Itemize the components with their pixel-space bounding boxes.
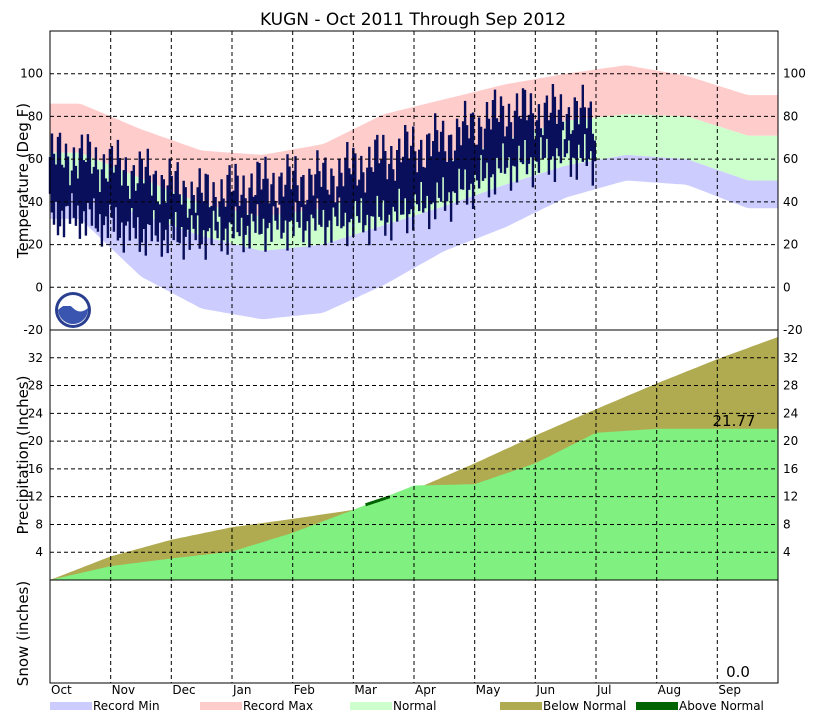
legend-label: Record Max <box>243 699 313 713</box>
chart-labels: -20 -20 0 0 20 20 40 40 60 60 80 80 100 100 4 4 8 8 12 12 16… <box>14 67 806 697</box>
precipitation-tick-right: 20 <box>783 434 798 448</box>
precipitation-tick-right: 4 <box>783 545 791 559</box>
temperature-tick-right: 60 <box>783 152 798 166</box>
precipitation-tick-left: 24 <box>28 406 43 420</box>
precipitation-tick-right: 8 <box>783 517 791 531</box>
legend-label: Below Normal <box>543 699 626 713</box>
chart-grid <box>49 30 779 684</box>
temperature-axis-label: Temperature (Deg F) <box>14 103 32 259</box>
temperature-tick-left: 40 <box>28 195 43 209</box>
precipitation-tick-left: 32 <box>28 351 43 365</box>
month-label: Apr <box>415 683 436 697</box>
temperature-tick-left: 20 <box>28 238 43 252</box>
precipitation-tick-left: 4 <box>35 545 43 559</box>
temperature-tick-right: 0 <box>783 280 791 294</box>
precipitation-axis-label: Precipitation (Inches) <box>14 376 32 535</box>
chart-title: KUGN - Oct 2011 Through Sep 2012 <box>260 10 566 30</box>
precipitation-tick-left: 12 <box>28 490 43 504</box>
legend-swatch <box>50 702 92 710</box>
temperature-tick-right: 100 <box>783 67 806 81</box>
month-label: Jul <box>596 683 611 697</box>
plot-frame <box>49 30 779 684</box>
snow-axis-label: Snow (inches) <box>14 581 32 686</box>
precipitation-tick-right: 24 <box>783 406 798 420</box>
month-label: May <box>476 683 501 697</box>
precipitation-tick-right: 16 <box>783 462 798 476</box>
precipitation-total-label: 21.77 <box>713 412 756 430</box>
legend-label: Record Min <box>93 699 160 713</box>
precipitation-tick-right: 32 <box>783 351 798 365</box>
month-label: Dec <box>172 683 195 697</box>
month-label: Jan <box>232 683 252 697</box>
temperature-tick-right: 40 <box>783 195 798 209</box>
month-label: Oct <box>51 683 72 697</box>
temperature-tick-left: 60 <box>28 152 43 166</box>
noaa-logo <box>55 292 91 328</box>
month-label: Sep <box>718 683 741 697</box>
temperature-tick-right: -20 <box>783 323 803 337</box>
legend-swatch <box>200 702 242 710</box>
month-label: Jun <box>535 683 555 697</box>
precipitation-tick-left: 8 <box>35 517 43 531</box>
temperature-tick-left: 0 <box>35 280 43 294</box>
legend-swatch <box>500 702 542 710</box>
month-label: Mar <box>354 683 377 697</box>
legend-swatch <box>636 702 678 710</box>
precipitation-tick-left: 16 <box>28 462 43 476</box>
snow-total-label: 0.0 <box>726 663 750 681</box>
precipitation-tick-left: 28 <box>28 379 43 393</box>
month-label: Aug <box>658 683 681 697</box>
month-label: Nov <box>112 683 135 697</box>
temperature-tick-left: -20 <box>23 323 43 337</box>
precipitation-tick-right: 12 <box>783 490 798 504</box>
legend-label: Normal <box>393 699 436 713</box>
temperature-tick-left: 80 <box>28 109 43 123</box>
legend-swatch <box>350 702 392 710</box>
temperature-tick-right: 20 <box>783 238 798 252</box>
temperature-tick-right: 80 <box>783 109 798 123</box>
legend: Record Min Record Max Normal Below Normal Ab… <box>50 699 764 713</box>
precipitation-tick-left: 20 <box>28 434 43 448</box>
above-normal-segment <box>365 495 391 507</box>
precipitation-tick-right: 28 <box>783 379 798 393</box>
legend-label: Above Normal <box>679 699 764 713</box>
month-label: Feb <box>294 683 315 697</box>
temperature-tick-left: 100 <box>20 67 43 81</box>
